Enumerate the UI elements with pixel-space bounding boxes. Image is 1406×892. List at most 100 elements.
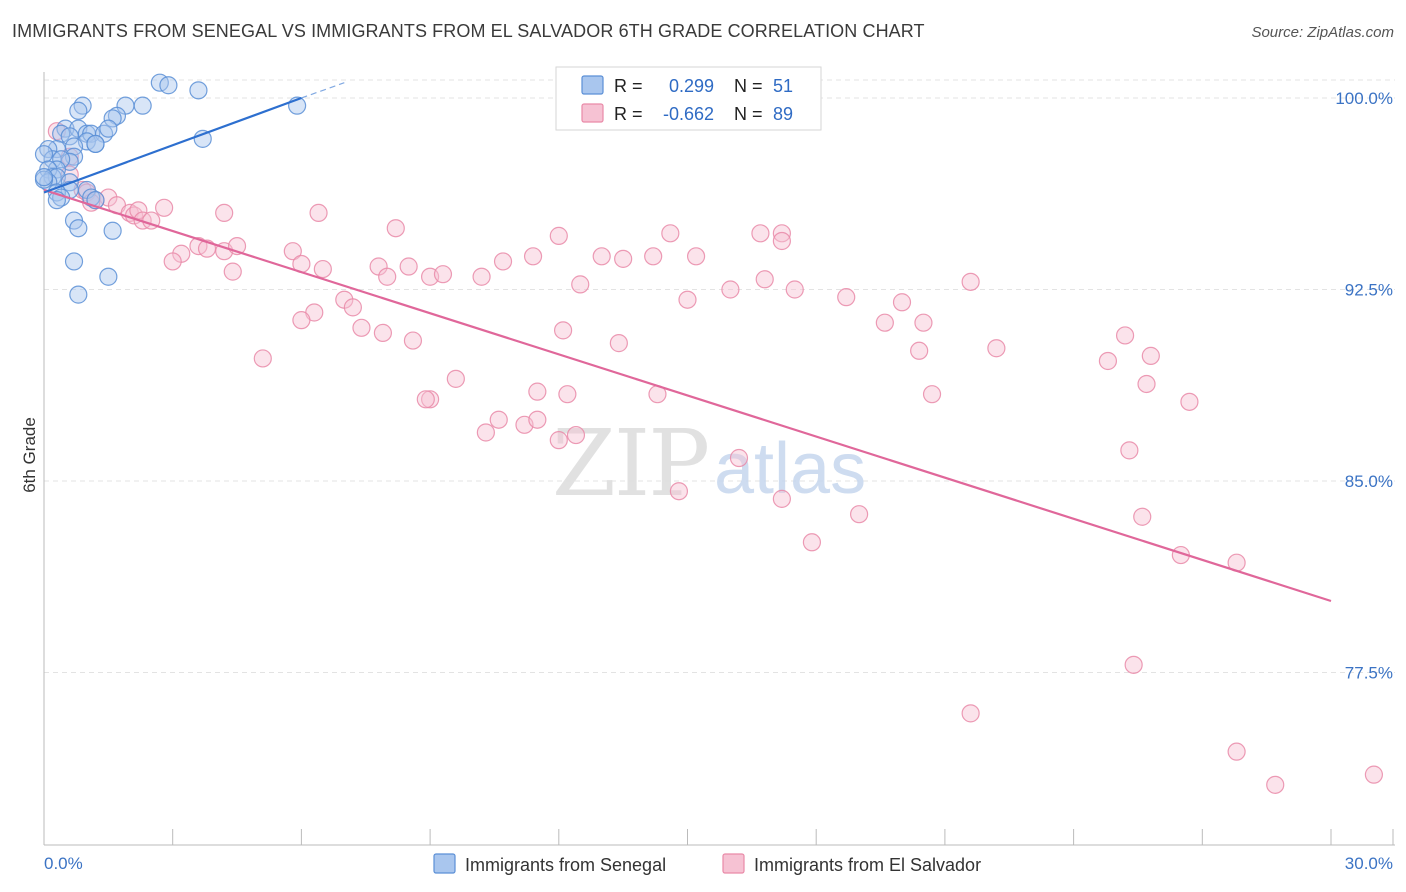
senegal-point [99,267,118,286]
x-tick-label: 0.0% [44,854,83,873]
el-salvador-point [373,323,393,343]
el-salvador-point [1141,346,1160,365]
stats-swatch-senegal [581,75,604,95]
el-salvador-point [1180,392,1199,411]
el-salvador-point [528,410,547,429]
el-salvador-point [553,321,573,340]
el-salvador-point [292,311,311,330]
el-salvador-point [751,224,770,243]
el-salvador-point [549,431,568,450]
el-salvador-point [772,231,791,251]
el-salvador-point [566,425,586,445]
el-salvador-trend-line [43,188,1332,603]
el-salvador-point [416,390,435,409]
el-salvador-point [403,331,423,350]
el-salvador-point [1098,351,1118,371]
el-salvador-point [785,280,804,299]
el-salvador-point [163,252,182,271]
stats-r-value-el-salvador: -0.662 [663,104,714,124]
x-ticks: 0.0% 30.0% [43,829,1394,873]
chart-title: IMMIGRANTS FROM SENEGAL VS IMMIGRANTS FR… [12,21,925,41]
el-salvador-point [523,247,543,266]
el-salvador-point [875,313,894,332]
el-salvador-point [493,252,513,271]
senegal-points [34,73,307,304]
el-salvador-point [472,267,491,286]
el-salvador-point [961,704,980,723]
senegal-point [159,76,178,95]
el-salvador-point [571,275,590,294]
el-salvador-point [489,410,508,429]
el-salvador-point [1364,765,1384,784]
el-salvador-point [378,267,397,286]
stats-swatch-el-salvador [581,103,604,123]
senegal-point [52,150,71,169]
el-salvador-point [129,201,148,220]
el-salvador-point [155,198,174,217]
el-salvador-point [669,482,689,501]
el-salvador-point [849,505,869,524]
stats-n-label-el-salvador: N = [734,104,763,124]
el-salvador-point [961,272,980,291]
senegal-point [60,127,79,146]
el-salvador-point [772,224,791,243]
el-salvador-point [644,247,663,266]
el-salvador-point [1115,326,1135,345]
senegal-point [99,119,118,138]
y-tick-label: 77.5% [1345,664,1393,683]
el-salvador-point [592,247,611,266]
el-salvador-point [772,489,791,508]
senegal-point [69,285,88,304]
senegal-point [103,109,122,128]
gridlines [44,79,1395,673]
stats-n-value-senegal: 51 [773,76,793,96]
el-salvador-point [914,313,933,332]
x-tick-label: 30.0% [1345,854,1393,873]
y-tick-label: 100.0% [1335,89,1393,108]
el-salvador-point [421,390,440,409]
watermark: ZIP atlas [552,410,866,517]
el-salvador-point [661,224,680,243]
el-salvador-point [343,298,362,317]
legend-label-senegal: Immigrants from Senegal [465,855,666,875]
el-salvador-point [1266,775,1285,794]
el-salvador-point [446,369,465,388]
el-salvador-point [215,203,234,222]
stats-r-label-el-salvador: R = [614,104,643,124]
el-salvador-point [609,334,628,353]
series-legend: Immigrants from Senegal Immigrants from … [433,853,981,875]
stats-n-value-el-salvador: 89 [773,104,793,124]
el-salvador-point [1120,441,1139,460]
el-salvador-point [558,385,577,404]
el-salvador-point [433,265,453,284]
y-tick-label: 85.0% [1345,472,1393,491]
y-axis-label: 6th Grade [20,417,39,493]
el-salvador-point [1133,507,1152,526]
el-salvador-point [399,257,418,276]
el-salvador-point [922,385,942,404]
senegal-point [189,81,208,100]
el-salvador-points [47,122,1384,794]
senegal-trend-line [43,96,302,194]
el-salvador-point [528,382,547,401]
stats-n-label-senegal: N = [734,76,763,96]
el-salvador-point [802,533,822,552]
senegal-trend-extension [301,82,345,99]
el-salvador-point [755,270,774,289]
trend-lines [43,82,1332,603]
stats-legend: R = 0.299 N = 51 R = -0.662 N = 89 [555,66,822,131]
el-salvador-point [223,262,242,281]
el-salvador-point [678,290,697,309]
el-salvador-point [549,226,568,245]
el-salvador-point [614,249,633,268]
el-salvador-point [476,423,495,442]
el-salvador-point [729,448,749,468]
el-salvador-point [283,242,302,261]
el-salvador-point [837,288,856,307]
legend-swatch-senegal [433,853,456,874]
el-salvador-point [1227,742,1246,761]
stats-r-label-senegal: R = [614,76,643,96]
senegal-point [69,101,88,120]
el-salvador-point [910,341,929,360]
